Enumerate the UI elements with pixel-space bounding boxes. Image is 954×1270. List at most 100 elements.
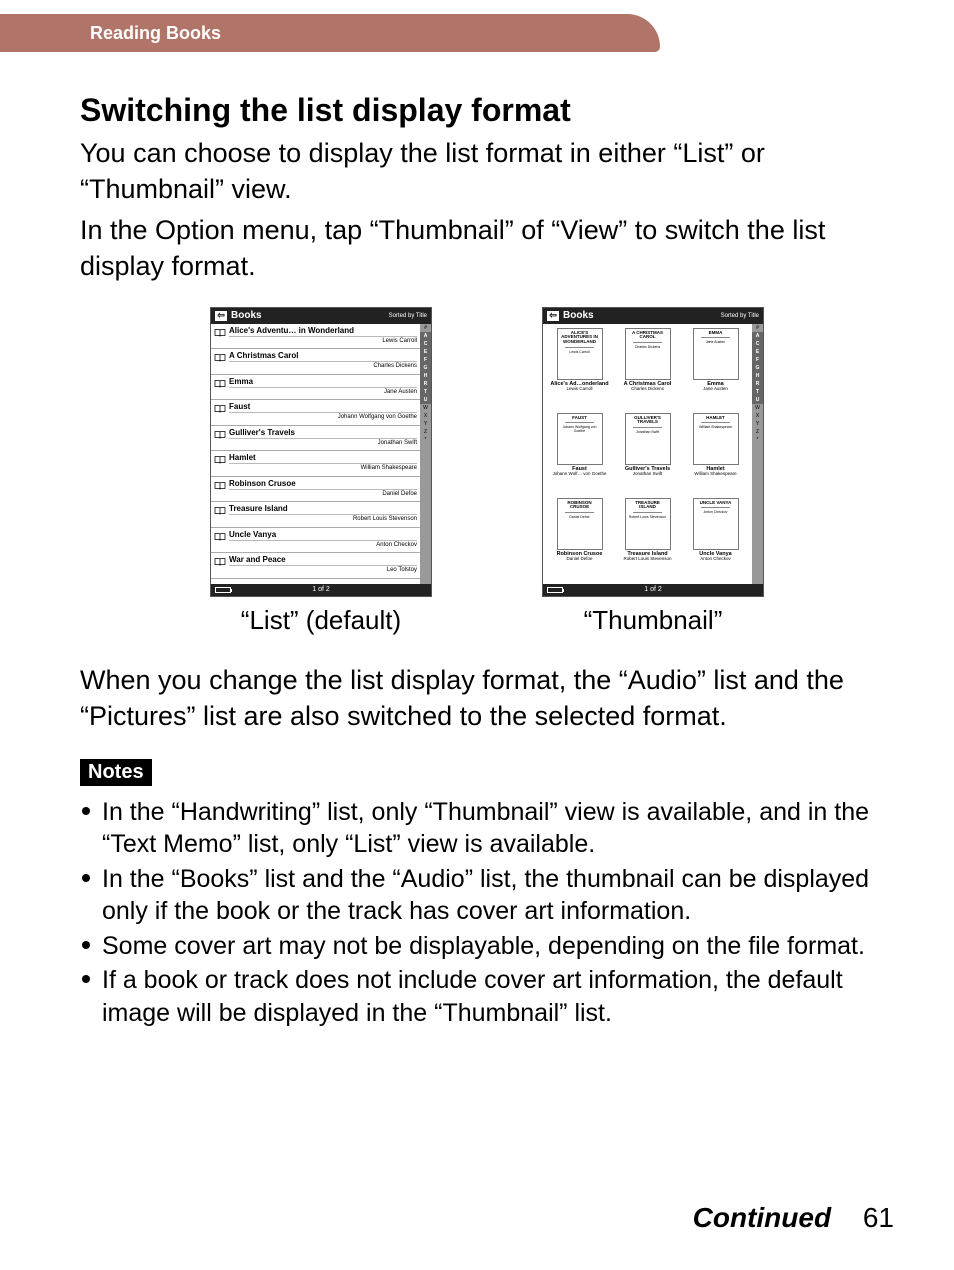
index-letter[interactable]: X <box>420 412 431 420</box>
book-title: Uncle Vanya <box>229 530 417 541</box>
index-letter[interactable]: A <box>752 332 763 340</box>
device-title: Books <box>563 310 594 321</box>
book-icon <box>214 379 226 389</box>
index-letter[interactable]: Y <box>752 420 763 428</box>
index-letter[interactable]: Z <box>420 428 431 436</box>
book-cover: UNCLE VANYAAnton Checkov <box>693 498 739 550</box>
book-cover: A CHRISTMAS CAROLCharles Dickens <box>625 328 671 380</box>
book-author: Daniel Defoe <box>566 557 592 562</box>
index-letter[interactable]: H <box>752 372 763 380</box>
continued-label: Continued <box>693 1202 831 1233</box>
list-item[interactable]: Uncle VanyaAnton Checkov <box>211 528 420 554</box>
grid-item[interactable]: ROBINSON CRUSOEDaniel DefoeRobinson Crus… <box>547 498 612 580</box>
list-item[interactable]: War and PeaceLeo Tolstoy <box>211 553 420 579</box>
index-letter[interactable]: F <box>420 356 431 364</box>
book-author: Jonathan Swift <box>229 440 417 446</box>
page-indicator: 1 of 2 <box>312 586 330 593</box>
book-author: Anton Checkov <box>700 557 731 562</box>
index-letter[interactable]: T <box>420 388 431 396</box>
list-item[interactable]: Robinson CrusoeDaniel Defoe <box>211 477 420 503</box>
book-author: William Shakespeare <box>229 465 417 471</box>
after-shots-para: When you change the list display format,… <box>80 662 894 735</box>
book-author: Charles Dickens <box>229 363 417 369</box>
grid-item[interactable]: EMMAJane AustenEmmaJane Austen <box>683 328 748 410</box>
index-letter[interactable]: W <box>420 404 431 412</box>
index-letter[interactable]: F <box>752 356 763 364</box>
list-item[interactable]: FaustJohann Wolfgang von Goethe <box>211 400 420 426</box>
grid-item[interactable]: GULLIVER'S TRAVELSJonathan SwiftGulliver… <box>615 413 680 495</box>
note-item: In the “Books” list and the “Audio” list… <box>80 863 894 928</box>
note-item: Some cover art may not be displayable, d… <box>80 930 894 963</box>
list-item[interactable]: Gulliver's TravelsJonathan Swift <box>211 426 420 452</box>
section-header-label: Reading Books <box>90 23 221 44</box>
book-icon <box>214 532 226 542</box>
book-title: Robinson Crusoe <box>229 479 417 490</box>
device-header: ⇦ Books Sorted by Title <box>543 308 763 324</box>
book-title: War and Peace <box>229 555 417 566</box>
grid-item[interactable]: TREASURE ISLANDRobert Louis StevensonTre… <box>615 498 680 580</box>
index-letter[interactable]: G <box>752 364 763 372</box>
battery-icon <box>547 587 563 593</box>
grid-item[interactable]: UNCLE VANYAAnton CheckovUncle VanyaAnton… <box>683 498 748 580</box>
index-letter[interactable]: E <box>752 348 763 356</box>
book-title: Hamlet <box>229 453 417 464</box>
index-letter[interactable]: T <box>752 388 763 396</box>
device-title: Books <box>231 310 262 321</box>
index-letter[interactable]: R <box>752 380 763 388</box>
book-title: Treasure Island <box>229 504 417 515</box>
index-letter[interactable]: R <box>420 380 431 388</box>
thumbnail-view-screenshot: ⇦ Books Sorted by Title ALICE'S ADVENTUR… <box>542 307 764 597</box>
index-letter[interactable]: U <box>420 396 431 404</box>
note-item: If a book or track does not include cove… <box>80 964 894 1029</box>
book-cover: GULLIVER'S TRAVELSJonathan Swift <box>625 413 671 465</box>
intro-para-1: You can choose to display the list forma… <box>80 135 894 208</box>
index-letter[interactable]: Z <box>752 428 763 436</box>
sorted-by-label: Sorted by Title <box>721 313 759 319</box>
list-item[interactable]: Alice's Adventu… in WonderlandLewis Carr… <box>211 324 420 350</box>
book-icon <box>214 404 226 414</box>
book-cover: EMMAJane Austen <box>693 328 739 380</box>
book-author: William Shakespeare <box>694 472 736 477</box>
list-item[interactable]: A Christmas CarolCharles Dickens <box>211 349 420 375</box>
index-letter[interactable]: W <box>752 404 763 412</box>
page-number: 61 <box>863 1202 894 1233</box>
book-grid: ALICE'S ADVENTURES IN WONDERLANDLewis Ca… <box>543 324 752 584</box>
book-title: Gulliver's Travels <box>229 428 417 439</box>
index-letter[interactable]: G <box>420 364 431 372</box>
grid-item[interactable]: HAMLETWilliam ShakespeareHamletWilliam S… <box>683 413 748 495</box>
index-letter[interactable]: * <box>420 436 431 444</box>
list-item[interactable]: EmmaJane Austen <box>211 375 420 401</box>
device-footer: 1 of 2 <box>211 584 431 596</box>
book-cover: ROBINSON CRUSOEDaniel Defoe <box>557 498 603 550</box>
battery-icon <box>215 587 231 593</box>
index-letter[interactable]: # <box>752 324 763 332</box>
book-author: Jane Austen <box>229 389 417 395</box>
book-title: Faust <box>229 402 417 413</box>
index-letter[interactable]: A <box>420 332 431 340</box>
grid-item[interactable]: ALICE'S ADVENTURES IN WONDERLANDLewis Ca… <box>547 328 612 410</box>
grid-item[interactable]: FAUSTJohann Wolfgang von GoetheFaustJoha… <box>547 413 612 495</box>
index-letter[interactable]: C <box>420 340 431 348</box>
index-letter[interactable]: C <box>752 340 763 348</box>
book-cover: HAMLETWilliam Shakespeare <box>693 413 739 465</box>
index-letter[interactable]: X <box>752 412 763 420</box>
book-author: Leo Tolstoy <box>229 567 417 573</box>
index-letter[interactable]: # <box>420 324 431 332</box>
book-icon <box>214 481 226 491</box>
grid-item[interactable]: A CHRISTMAS CAROLCharles DickensA Christ… <box>615 328 680 410</box>
list-item[interactable]: Treasure IslandRobert Louis Stevenson <box>211 502 420 528</box>
back-icon: ⇦ <box>215 311 227 321</box>
book-author: Jane Austen <box>703 387 728 392</box>
index-letter[interactable]: U <box>752 396 763 404</box>
book-title: Emma <box>229 377 417 388</box>
list-view-figure: ⇦ Books Sorted by Title Alice's Adventu…… <box>210 307 432 636</box>
book-cover: TREASURE ISLANDRobert Louis Stevenson <box>625 498 671 550</box>
book-icon <box>214 328 226 338</box>
index-letter[interactable]: * <box>752 436 763 444</box>
list-item[interactable]: HamletWilliam Shakespeare <box>211 451 420 477</box>
index-letter[interactable]: E <box>420 348 431 356</box>
index-letter[interactable]: Y <box>420 420 431 428</box>
index-letter[interactable]: H <box>420 372 431 380</box>
book-author: Lewis Carroll <box>229 338 417 344</box>
page-content: Switching the list display format You ca… <box>80 92 894 1031</box>
